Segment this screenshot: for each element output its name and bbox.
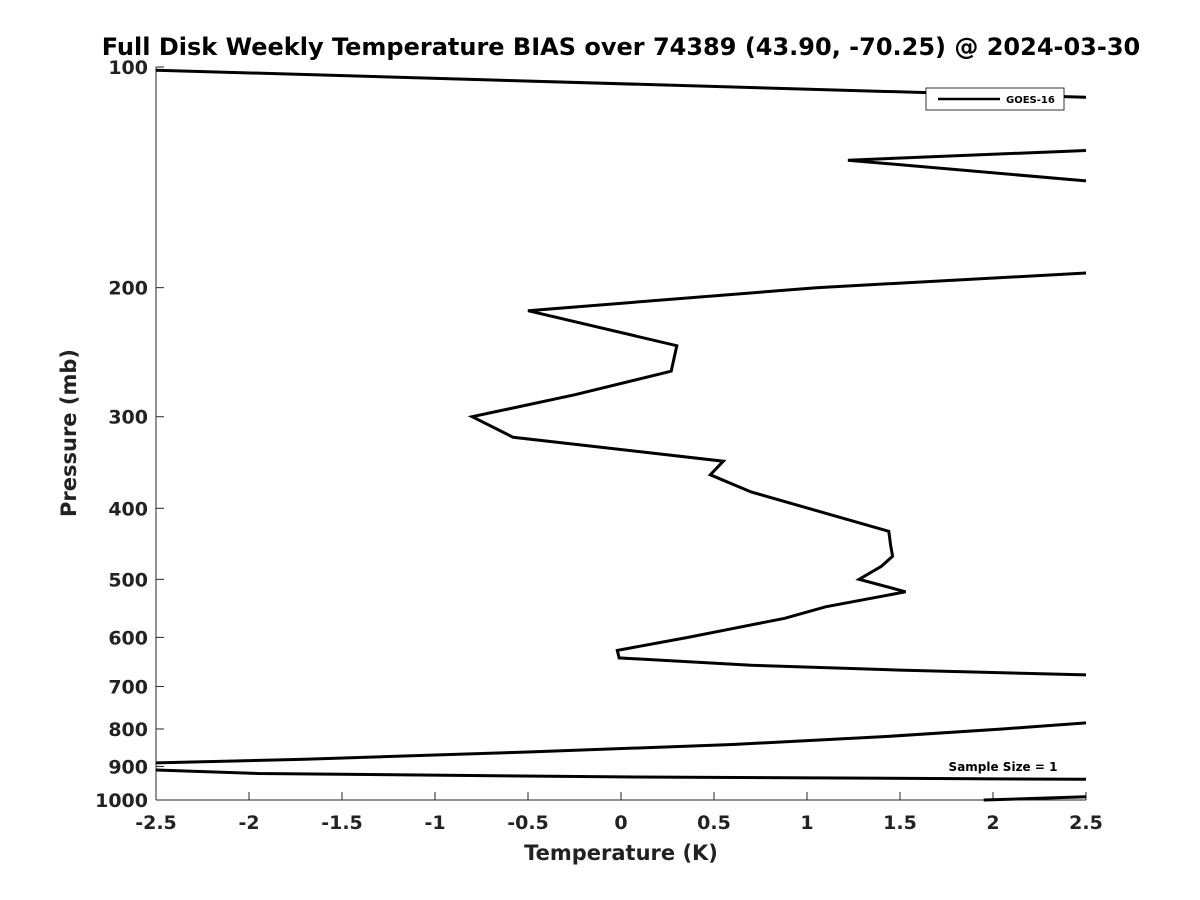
legend: GOES-16 (925, 87, 1065, 111)
x-tick-label: -2.5 (135, 812, 177, 834)
series-line-goes-16 (155, 68, 1087, 802)
y-tick-label: 400 (108, 498, 148, 520)
x-tick-label: 0 (614, 812, 627, 834)
y-tick-label: 300 (108, 407, 148, 429)
x-tick-label: -1 (424, 812, 445, 834)
y-tick-label: 500 (108, 569, 148, 591)
series-group (155, 68, 1087, 802)
x-axis-label: Temperature (K) (524, 841, 718, 865)
x-tick-label: -1.5 (321, 812, 363, 834)
y-tick-label: 700 (108, 676, 148, 698)
x-tick-label: 0.5 (697, 812, 731, 834)
x-tick-label: -0.5 (507, 812, 549, 834)
y-axis-label: Pressure (mb) (57, 349, 81, 517)
y-tick-label: 800 (108, 719, 148, 741)
legend-label-goes-16: GOES-16 (1006, 95, 1055, 106)
y-tick-label: 600 (108, 627, 148, 649)
sample-size-annotation: Sample Size = 1 (949, 760, 1058, 774)
x-tick-label: 2.5 (1069, 812, 1103, 834)
x-tick-label: 1.5 (883, 812, 917, 834)
x-tick-label: 1 (800, 812, 813, 834)
y-tick-label: 200 (108, 278, 148, 300)
x-tick-label: -2 (238, 812, 259, 834)
y-tick-label: 1000 (95, 790, 148, 812)
y-ticks: 100 200 300 400 500 600 700 800 900 1000 (95, 57, 164, 812)
chart-title: Full Disk Weekly Temperature BIAS over 7… (102, 33, 1141, 61)
plot-area: -2.5 -2 -1.5 -1 -0.5 0 0.5 1 1.5 2 2.5 100 200 300 40… (95, 57, 1103, 834)
y-tick-label: 100 (108, 57, 148, 79)
x-tick-label: 2 (986, 812, 999, 834)
x-ticks: -2.5 -2 -1.5 -1 -0.5 0 0.5 1 1.5 2 2.5 (135, 792, 1103, 834)
y-tick-label: 900 (108, 756, 148, 778)
